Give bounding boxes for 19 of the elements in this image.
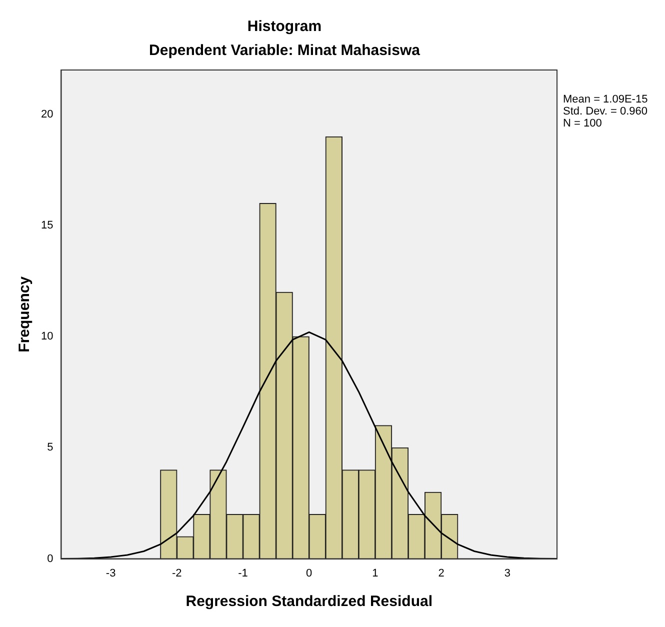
y-tick-label: 0 bbox=[47, 552, 54, 565]
chart-subtitle: Dependent Variable: Minat Mahasiswa bbox=[149, 42, 421, 60]
x-tick-label: -2 bbox=[172, 567, 182, 580]
y-tick-label: 5 bbox=[47, 442, 54, 454]
y-tick-label: 15 bbox=[40, 220, 54, 232]
x-tick-label: 2 bbox=[438, 567, 444, 580]
y-tick-label: 10 bbox=[40, 330, 54, 343]
x-axis-title: Regression Standardized Residual bbox=[186, 593, 432, 610]
y-axis-title: Frequency bbox=[16, 276, 34, 352]
y-tick-label: 20 bbox=[40, 108, 54, 120]
x-tick-label: 1 bbox=[372, 567, 378, 580]
x-tick-label: -3 bbox=[106, 567, 116, 580]
x-tick-label: -1 bbox=[238, 567, 248, 580]
text: Mean = 1.09E-15 bbox=[563, 94, 648, 106]
x-tick-label: 0 bbox=[306, 567, 312, 580]
text: N = 100 bbox=[563, 118, 602, 130]
text: Std. Dev. = 0.960 bbox=[563, 106, 648, 118]
x-tick-label: 3 bbox=[504, 567, 510, 580]
chart-title: Histogram bbox=[247, 18, 322, 36]
